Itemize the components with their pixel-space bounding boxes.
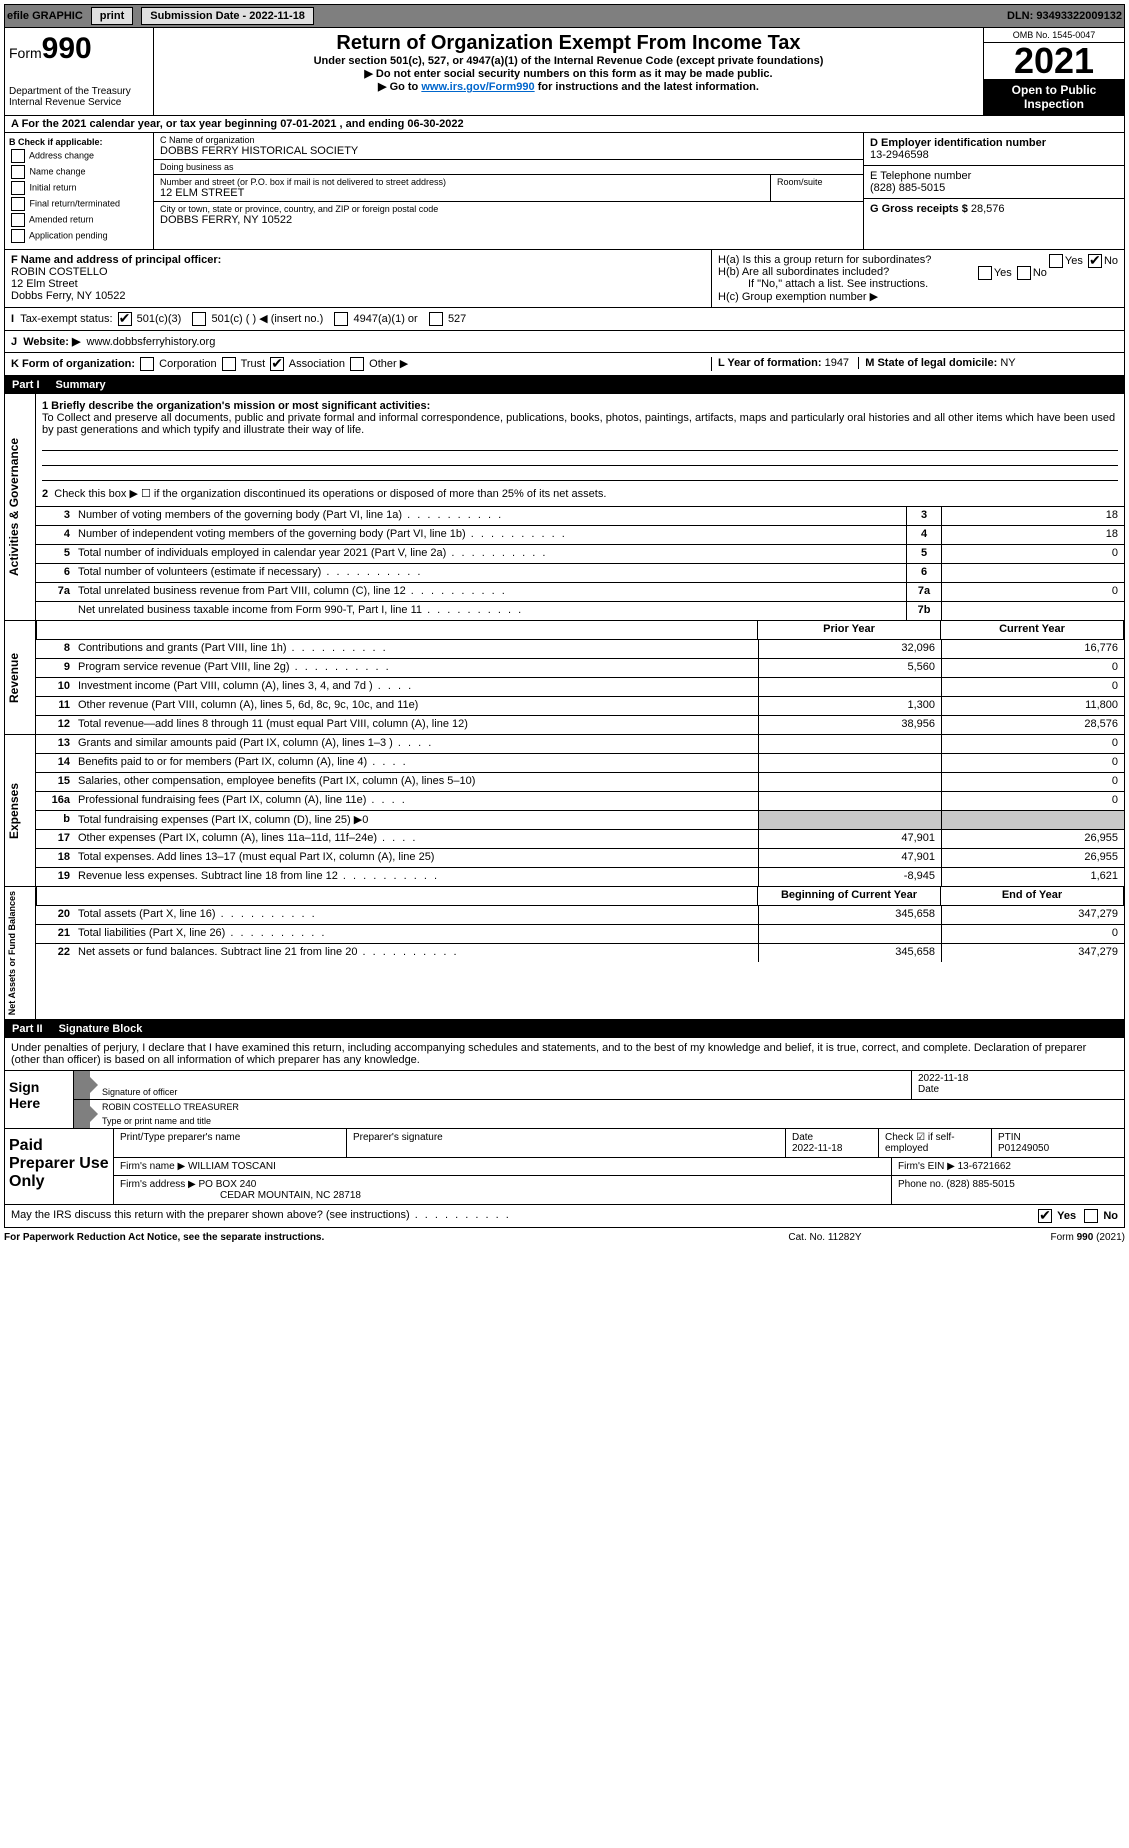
sign-here-block: Sign Here Signature of officer 2022-11-1… [4, 1071, 1125, 1129]
chk-final[interactable]: Final return/terminated [9, 197, 149, 211]
efile-label: efile GRAPHIC [7, 10, 83, 22]
officer-addr1: 12 Elm Street [11, 278, 78, 290]
year-label: 2021 [984, 43, 1124, 79]
col-c: C Name of organization DOBBS FERRY HISTO… [154, 133, 863, 249]
sig-declaration: Under penalties of perjury, I declare th… [4, 1038, 1125, 1071]
i-501c3[interactable] [118, 312, 132, 326]
footer-mid: Cat. No. 11282Y [725, 1232, 925, 1243]
ha-no[interactable] [1088, 254, 1102, 268]
footer-left: For Paperwork Reduction Act Notice, see … [4, 1232, 725, 1243]
section-fh: F Name and address of principal officer:… [4, 250, 1125, 308]
irs-link[interactable]: www.irs.gov/Form990 [421, 81, 534, 93]
mission-text: To Collect and preserve all documents, p… [42, 412, 1118, 436]
form-subtitle-3: Go to www.irs.gov/Form990 for instructio… [158, 80, 979, 93]
header-mid: Return of Organization Exempt From Incom… [154, 28, 983, 115]
section-bcd: B Check if applicable: Address change Na… [4, 133, 1125, 250]
vlabel-gov: Activities & Governance [5, 394, 36, 620]
chk-amended[interactable]: Amended return [9, 213, 149, 227]
dba-lbl: Doing business as [160, 162, 857, 172]
city-lbl: City or town, state or province, country… [160, 204, 857, 214]
vlabel-exp: Expenses [5, 735, 36, 886]
chk-address[interactable]: Address change [9, 149, 149, 163]
header-right: OMB No. 1545-0047 2021 Open to Public In… [983, 28, 1124, 115]
part1-header: Part I Summary [4, 376, 1125, 394]
form-header: Form990 Department of the Treasury Inter… [4, 28, 1125, 116]
k-assoc[interactable] [270, 357, 284, 371]
i-527[interactable] [429, 312, 443, 326]
chk-name[interactable]: Name change [9, 165, 149, 179]
gross: 28,576 [971, 203, 1005, 215]
may-discuss-row: May the IRS discuss this return with the… [4, 1205, 1125, 1228]
officer-name: ROBIN COSTELLO [11, 266, 108, 278]
expenses-section: Expenses 13Grants and similar amounts pa… [4, 735, 1125, 887]
preparer-label: Paid Preparer Use Only [5, 1129, 114, 1204]
col-d: D Employer identification number 13-2946… [863, 133, 1124, 249]
form-title: Return of Organization Exempt From Incom… [158, 32, 979, 55]
topbar: efile GRAPHIC print Submission Date - 20… [4, 4, 1125, 28]
netassets-section: Net Assets or Fund Balances Beginning of… [4, 887, 1125, 1020]
addr-lbl: Number and street (or P.O. box if mail i… [160, 177, 764, 187]
dln-label: DLN: 93493322009132 [1007, 10, 1122, 22]
officer-addr2: Dobbs Ferry, NY 10522 [11, 290, 126, 302]
footer: For Paperwork Reduction Act Notice, see … [4, 1228, 1125, 1247]
row-j: J Website: ▶ www.dobbsferryhistory.org [4, 331, 1125, 353]
form-label: Form [9, 45, 42, 61]
col-b-title: B Check if applicable: [9, 137, 103, 147]
ein-lbl: D Employer identification number [870, 137, 1046, 149]
row-i: I Tax-exempt status: 501(c)(3) 501(c) ( … [4, 308, 1125, 331]
gross-lbl: G Gross receipts $ [870, 203, 968, 215]
sig-arrow-icon [74, 1071, 90, 1099]
footer-right: Form 990 (2021) [925, 1232, 1125, 1243]
sig-arrow-icon [74, 1100, 90, 1128]
row-f: F Name and address of principal officer:… [5, 250, 712, 307]
addr: 12 ELM STREET [160, 187, 244, 199]
chk-pending[interactable]: Application pending [9, 229, 149, 243]
website: www.dobbsferryhistory.org [87, 336, 216, 348]
hb-yes[interactable] [978, 266, 992, 280]
k-trust[interactable] [222, 357, 236, 371]
open-inspection-label: Open to Public Inspection [984, 79, 1124, 115]
ein: 13-2946598 [870, 149, 929, 161]
row-klm: K Form of organization: Corporation Trus… [4, 353, 1125, 376]
vlabel-net: Net Assets or Fund Balances [5, 887, 36, 1019]
i-4947[interactable] [334, 312, 348, 326]
part2-header: Part II Signature Block [4, 1020, 1125, 1038]
hb-no[interactable] [1017, 266, 1031, 280]
print-button[interactable]: print [91, 7, 133, 25]
submission-date-button[interactable]: Submission Date - 2022-11-18 [141, 7, 314, 25]
city: DOBBS FERRY, NY 10522 [160, 214, 292, 226]
header-left: Form990 Department of the Treasury Inter… [5, 28, 154, 115]
tel-lbl: E Telephone number [870, 170, 971, 182]
room-lbl: Room/suite [777, 177, 857, 187]
may-yes[interactable] [1038, 1209, 1052, 1223]
row-a: A For the 2021 calendar year, or tax yea… [4, 116, 1125, 133]
chk-initial[interactable]: Initial return [9, 181, 149, 195]
form-subtitle-2: Do not enter social security numbers on … [158, 67, 979, 80]
row-h: H(a) Is this a group return for subordin… [712, 250, 1124, 307]
irs-label: Internal Revenue Service [9, 97, 149, 108]
form-subtitle-1: Under section 501(c), 527, or 4947(a)(1)… [158, 55, 979, 67]
governance-section: Activities & Governance 1 Briefly descri… [4, 394, 1125, 621]
may-no[interactable] [1084, 1209, 1098, 1223]
k-corp[interactable] [140, 357, 154, 371]
k-other[interactable] [350, 357, 364, 371]
ha-yes[interactable] [1049, 254, 1063, 268]
col-b: B Check if applicable: Address change Na… [5, 133, 154, 249]
vlabel-rev: Revenue [5, 621, 36, 734]
org-name: DOBBS FERRY HISTORICAL SOCIETY [160, 145, 358, 157]
preparer-block: Paid Preparer Use Only Print/Type prepar… [4, 1129, 1125, 1205]
tel: (828) 885-5015 [870, 182, 945, 194]
name-lbl: C Name of organization [160, 135, 857, 145]
form-number: 990 [42, 32, 92, 65]
sign-here-label: Sign Here [5, 1071, 74, 1128]
revenue-section: Revenue Prior YearCurrent Year 8Contribu… [4, 621, 1125, 735]
dept-label: Department of the Treasury [9, 86, 149, 97]
i-501c[interactable] [192, 312, 206, 326]
